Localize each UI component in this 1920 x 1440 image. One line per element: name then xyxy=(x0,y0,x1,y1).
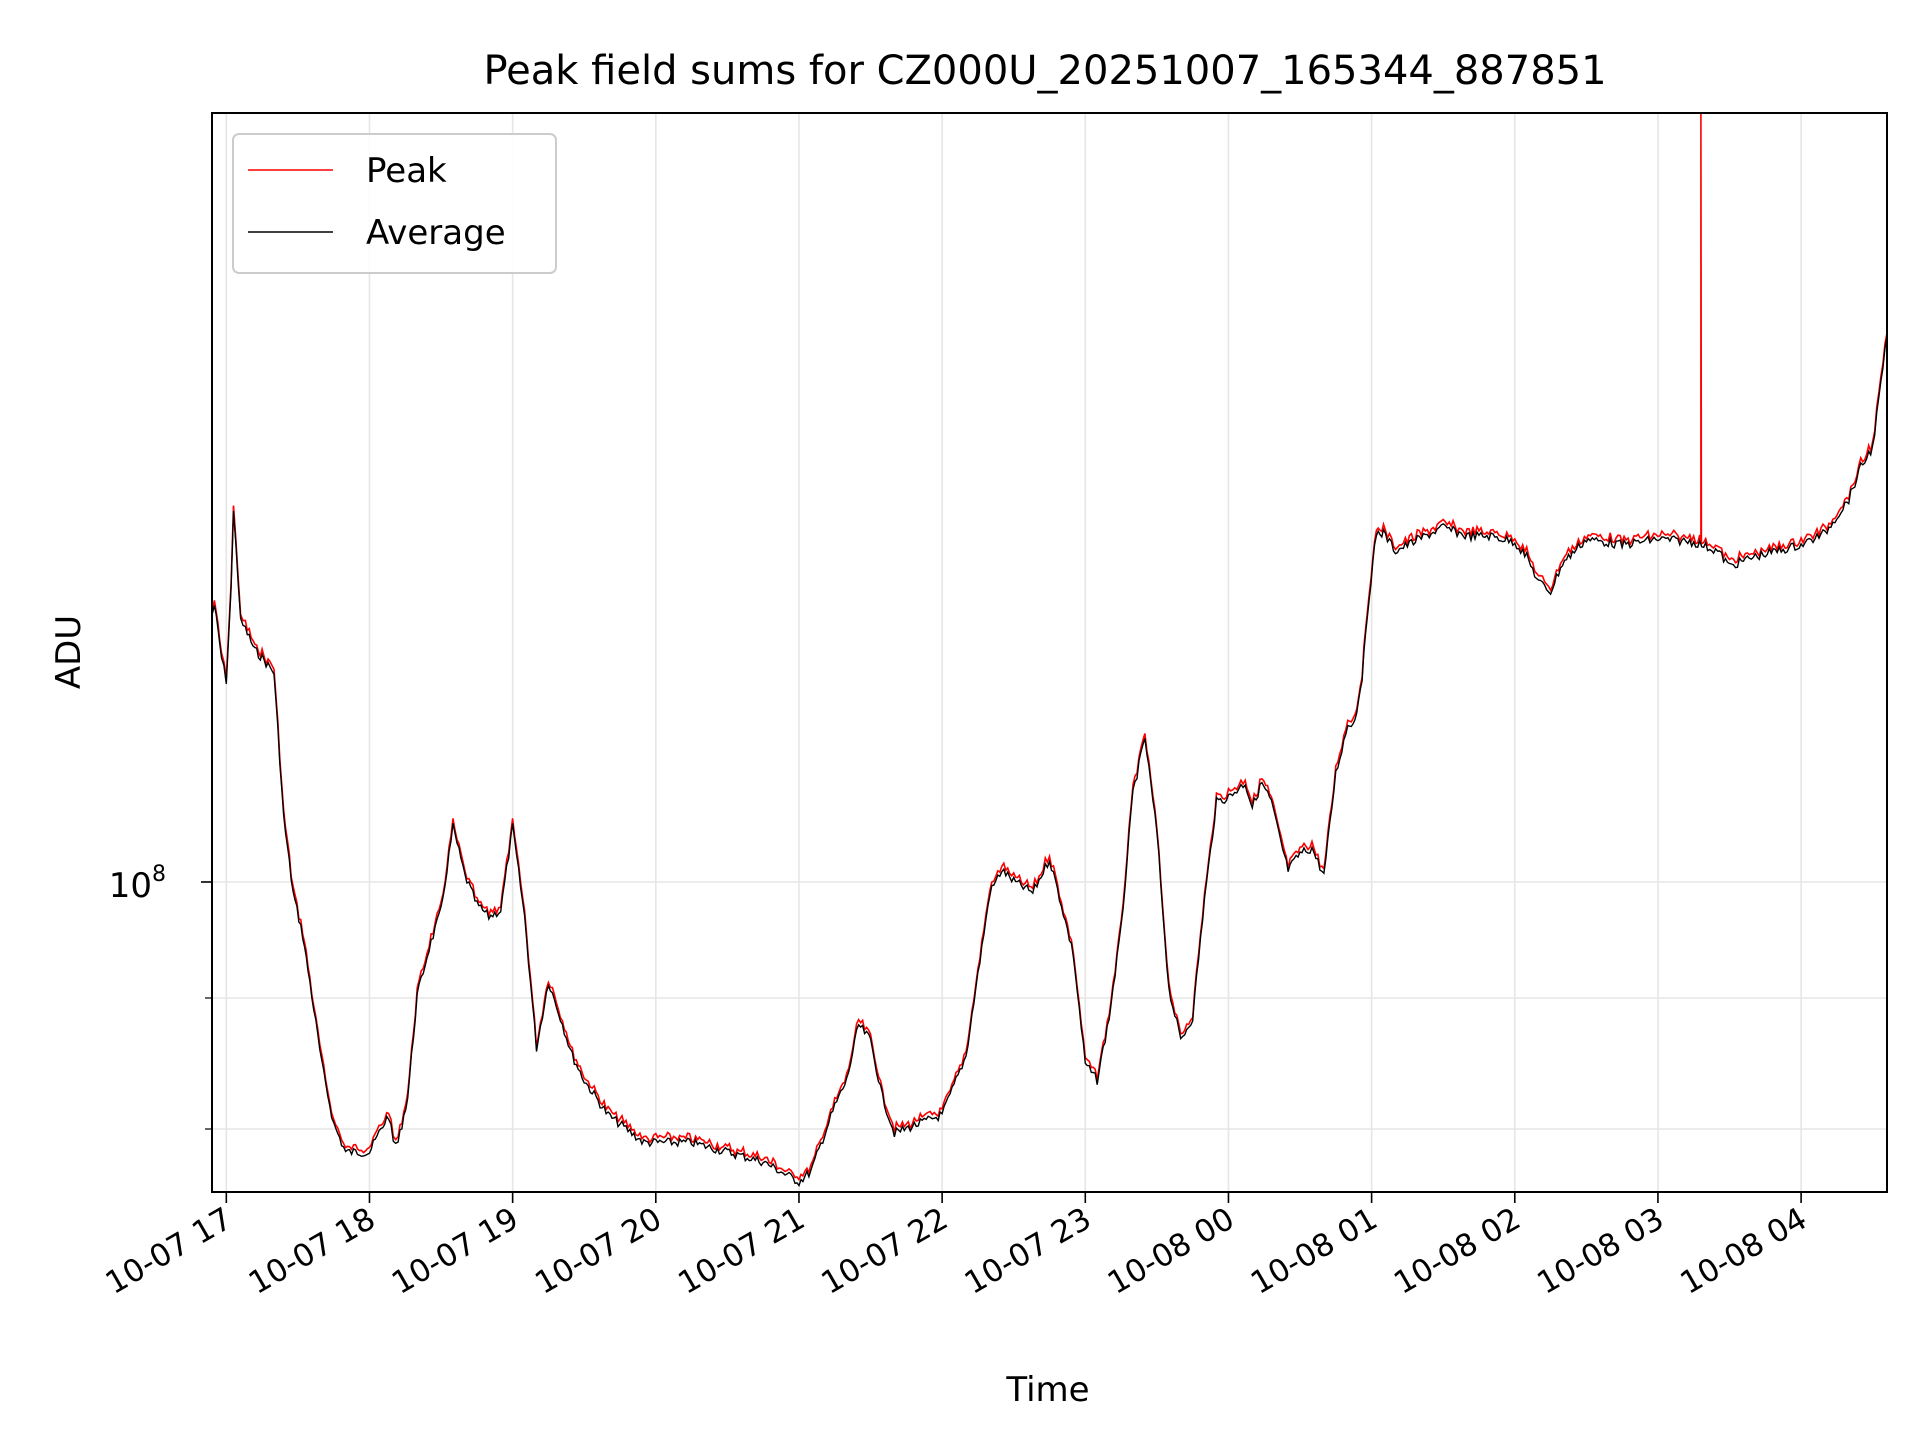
series-layer xyxy=(211,112,1888,1187)
y-tick-label: 108 xyxy=(109,862,166,906)
legend: Peak Average xyxy=(232,133,557,274)
plot-frame xyxy=(211,112,1888,1193)
x-tick-label: 10-07 18 xyxy=(243,1201,382,1302)
x-tick-label: 10-07 20 xyxy=(529,1201,668,1302)
x-axis: 10-07 17 10-07 18 10-07 19 10-07 20 10-07 21… xyxy=(100,1192,1813,1302)
x-tick-label: 10-08 03 xyxy=(1531,1201,1670,1302)
x-tick-label: 10-07 19 xyxy=(386,1201,525,1302)
x-tick-label: 10-07 17 xyxy=(100,1201,239,1302)
x-axis-label: Time xyxy=(1005,1370,1089,1410)
legend-box xyxy=(232,133,557,274)
grid-layer xyxy=(212,113,1887,1192)
x-tick-label: 10-08 00 xyxy=(1102,1201,1241,1302)
x-tick-label: 10-07 21 xyxy=(672,1201,811,1302)
legend-label-average: Average xyxy=(366,213,506,253)
x-tick-label: 10-07 23 xyxy=(959,1201,1098,1302)
y-axis: 108 xyxy=(109,862,212,1130)
x-tick-label: 10-07 22 xyxy=(815,1201,954,1302)
chart-title: Peak field sums for CZ000U_20251007_1653… xyxy=(483,48,1606,94)
legend-label-peak: Peak xyxy=(366,151,447,191)
series-line-average xyxy=(211,336,1888,1187)
y-axis-label: ADU xyxy=(49,615,89,689)
x-tick-label: 10-08 02 xyxy=(1388,1201,1527,1302)
x-tick-label: 10-08 01 xyxy=(1245,1201,1384,1302)
x-tick-label: 10-08 04 xyxy=(1674,1201,1813,1302)
series-line-peak xyxy=(211,112,1888,1182)
